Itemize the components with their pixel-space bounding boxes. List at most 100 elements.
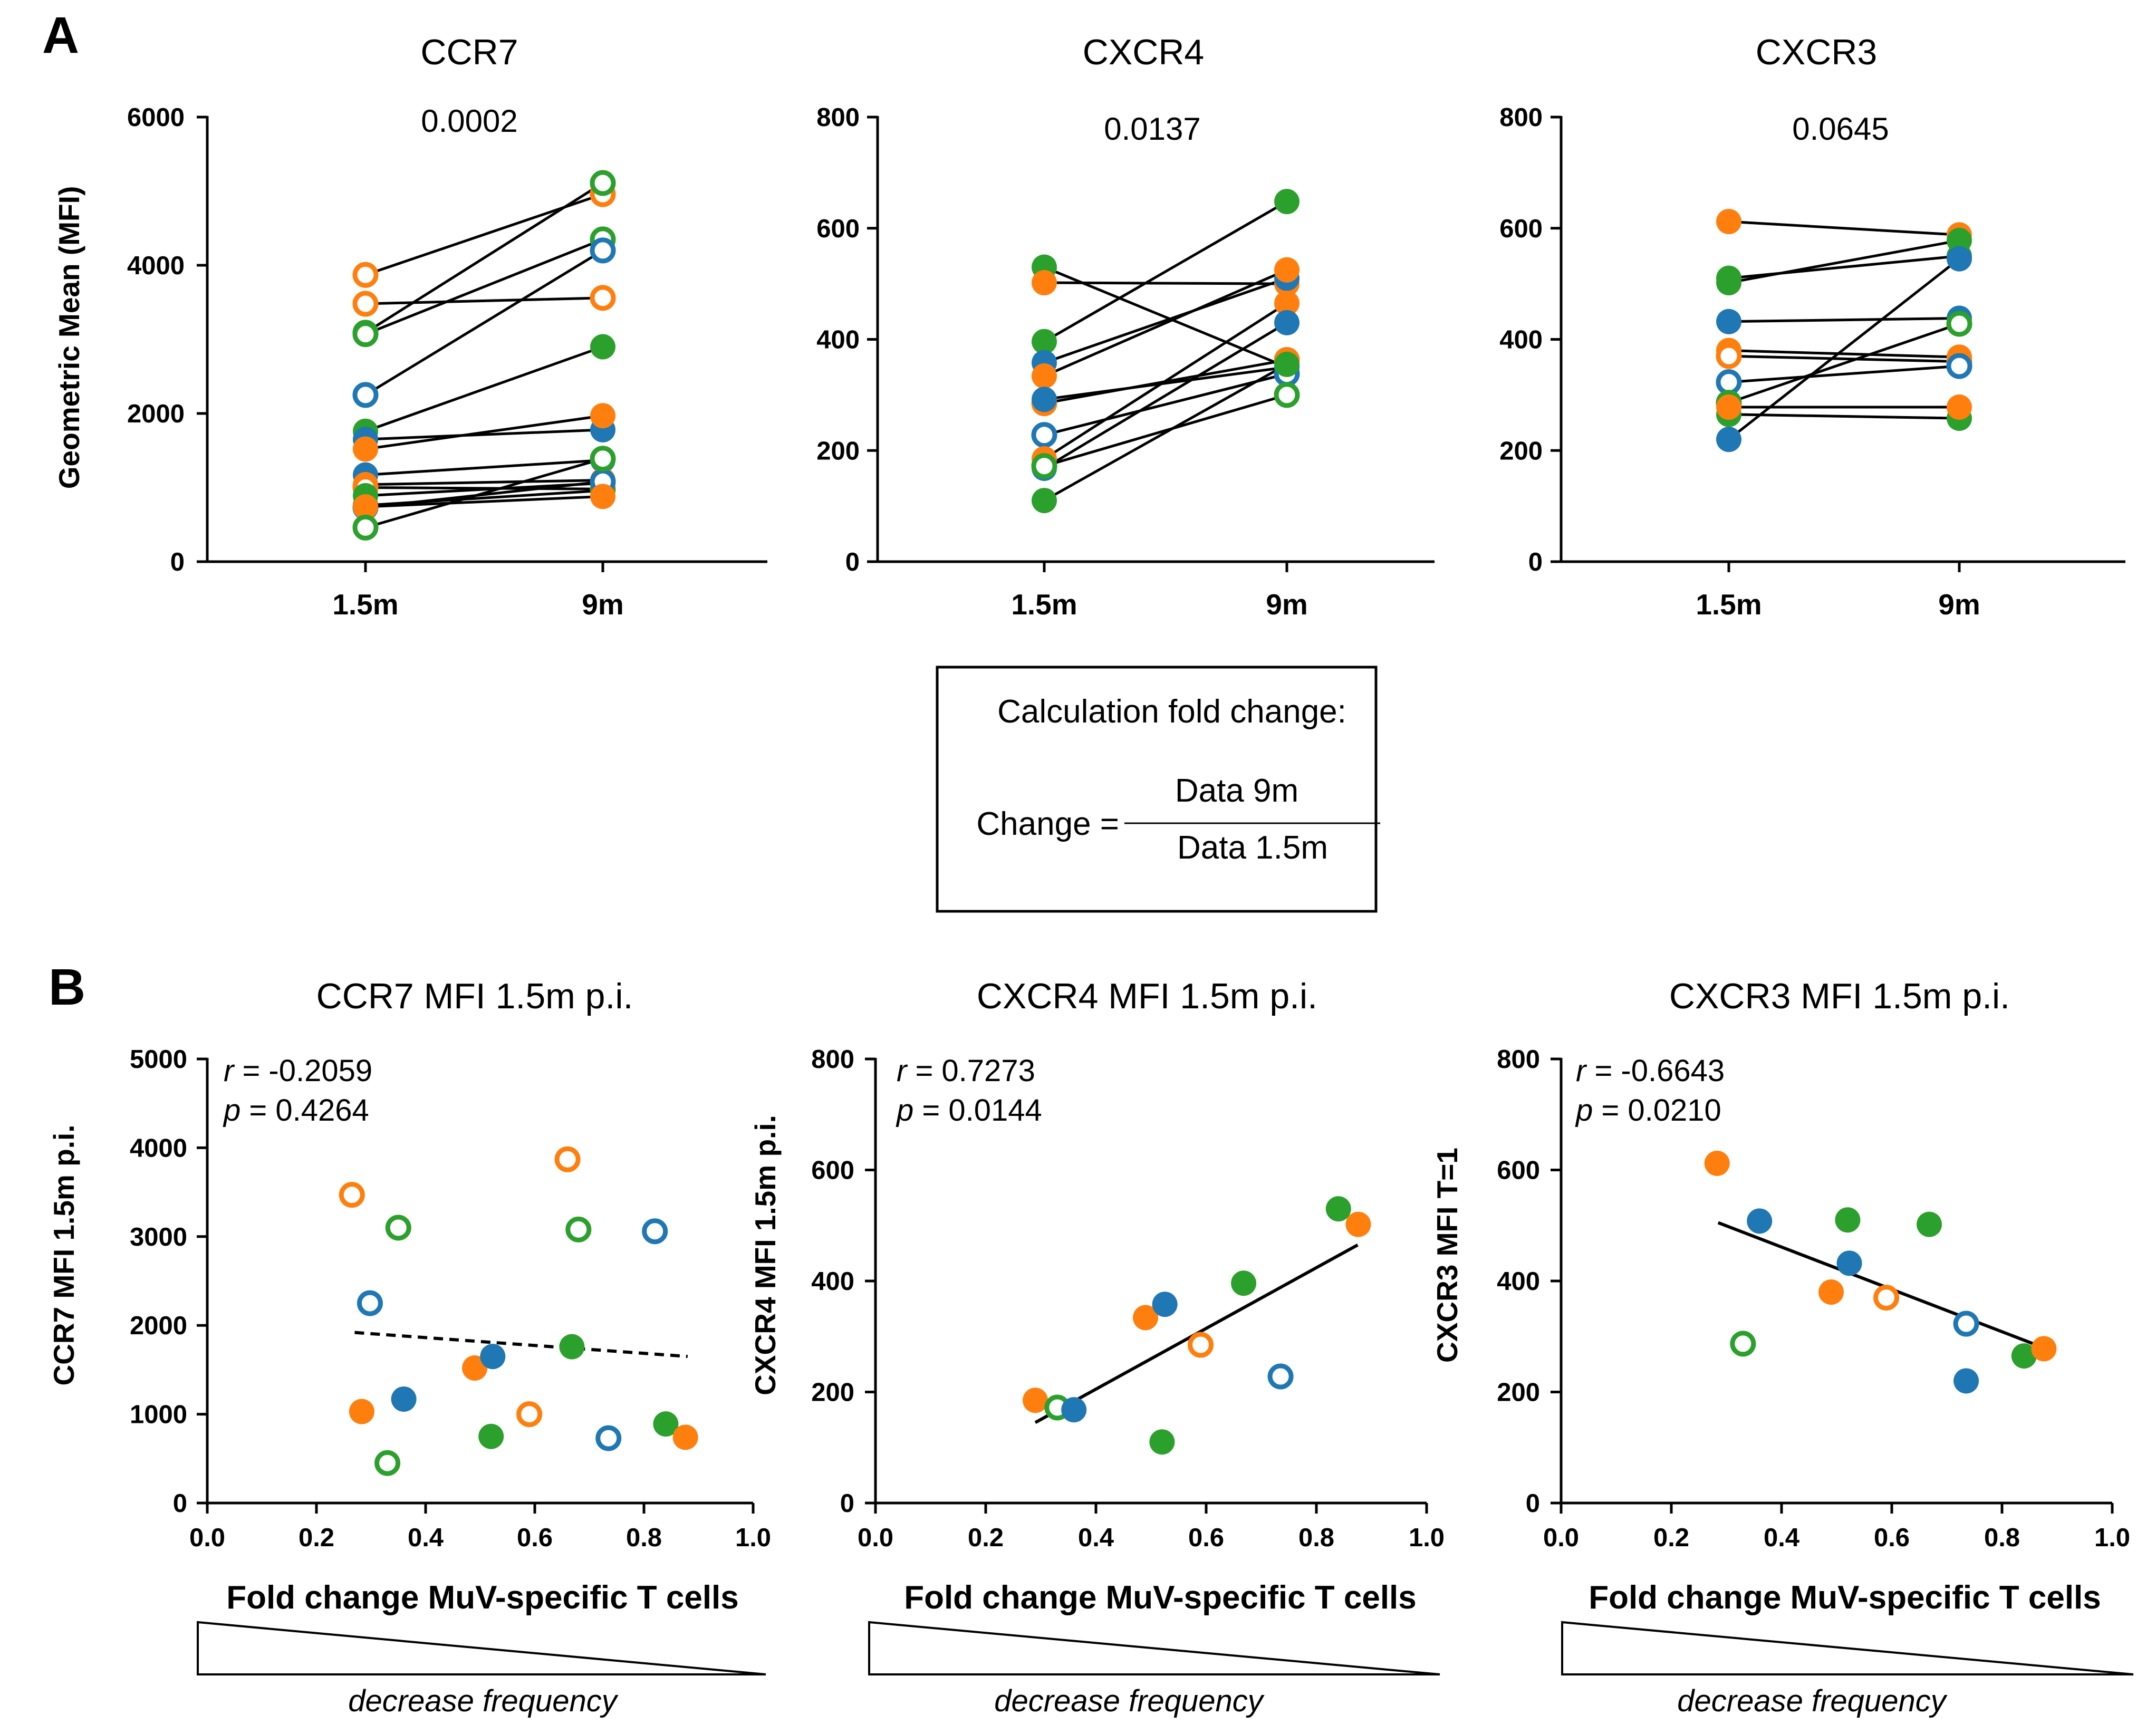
formula-denominator: Data 1.5m: [1177, 830, 1328, 866]
data-point-a6: [1032, 387, 1057, 412]
data-point-8: [1267, 1363, 1294, 1390]
x-tick-label-1.0: 1.0: [1409, 1524, 1445, 1552]
data-point-5: [1152, 1292, 1178, 1317]
data-point-a6: [1716, 369, 1742, 396]
pair-line-8: [1043, 302, 1288, 460]
data-point-b14: [590, 484, 615, 509]
pair-line-10: [1728, 257, 1960, 441]
x-tick-label-0.2: 0.2: [1653, 1524, 1689, 1552]
y-tick-label-0: 0: [173, 1489, 187, 1518]
axis-tick-labels: 0 1000 2000 3000 4000 5000 0.0 0.2 0.4 0.6 0.8 1.0: [130, 1045, 771, 1552]
data-point-a10: [1031, 453, 1057, 479]
data-point-1: [349, 1399, 374, 1424]
y-tick-label-200: 200: [1499, 437, 1543, 465]
data-point-a0: [352, 262, 379, 288]
axis-tick-labels: 0 200 400 600 800 0.0 0.2 0.4 0.6 0.8 1.0: [1497, 1045, 2130, 1552]
y-tick-label-1000: 1000: [130, 1401, 187, 1429]
data-point-b10: [1947, 246, 1972, 272]
y-axis-label: Geometric Mean (MFI): [53, 186, 85, 489]
pair-line-10: [1044, 393, 1287, 468]
data-point-a9: [1716, 394, 1741, 420]
paired-lines: [1043, 200, 1288, 502]
pair-line-6: [365, 428, 603, 441]
data-point-b9: [1947, 394, 1972, 420]
pair-line-4: [364, 249, 604, 397]
data-point-11: [559, 1334, 585, 1360]
data-point-2: [1061, 1397, 1087, 1423]
data-points: [1716, 209, 1972, 452]
chart-cxcr3-paired: CXCR3 0.0645 0 200 400 600 800 1.5m 9m: [1499, 32, 2125, 621]
pair-line-2: [1728, 239, 1960, 284]
data-points: [1704, 1150, 2057, 1394]
data-point-b4: [590, 237, 616, 264]
p-value-label: 0.0137: [1104, 111, 1201, 147]
data-points: [1031, 189, 1300, 514]
y-tick-label-400: 400: [1499, 326, 1543, 354]
data-point-0: [1023, 1388, 1048, 1413]
y-tick-label-0: 0: [170, 548, 185, 576]
x-tick-label-0.2: 0.2: [299, 1524, 334, 1552]
y-tick-label-6000: 6000: [127, 103, 185, 132]
p-statistic: p = 0.0210: [1575, 1093, 1721, 1128]
y-tick-label-200: 200: [816, 437, 860, 465]
pair-line-8: [1728, 413, 1960, 420]
paired-lines: [1728, 220, 1960, 441]
pair-line-2: [364, 181, 604, 334]
data-point-b2: [1947, 227, 1972, 253]
data-point-1: [1730, 1331, 1756, 1357]
data-point-14: [642, 1218, 668, 1245]
data-point-13: [595, 1425, 622, 1451]
pair-line-14: [365, 495, 603, 508]
decrease-frequency-label: decrease frequency: [994, 1684, 1264, 1718]
data-points: [352, 170, 616, 541]
decrease-wedge: [197, 1621, 766, 1675]
pair-line-5: [1728, 354, 1960, 363]
data-point-3: [1818, 1279, 1844, 1305]
data-point-2: [1747, 1208, 1773, 1234]
pair-line-9: [1043, 321, 1288, 470]
data-point-b4: [1274, 257, 1300, 283]
data-point-3: [1133, 1305, 1159, 1331]
pair-line-1: [365, 296, 603, 305]
data-points: [339, 1146, 698, 1476]
y-tick-labels: 0 200 400 600 800: [1499, 103, 1561, 576]
data-point-6: [1873, 1285, 1900, 1311]
y-tick-label-2000: 2000: [127, 400, 185, 428]
data-point-7: [1917, 1211, 1942, 1237]
y-tick-label-4000: 4000: [127, 252, 185, 280]
y-tick-label-0: 0: [845, 548, 860, 576]
y-tick-label-400: 400: [816, 326, 860, 354]
y-tick-label-0: 0: [840, 1489, 854, 1518]
x-tick-label-0.4: 0.4: [1764, 1524, 1799, 1552]
data-point-3: [374, 1450, 401, 1476]
y-tick-label-800: 800: [816, 103, 860, 132]
data-point-a3: [1716, 309, 1741, 334]
data-point-4: [385, 1215, 411, 1241]
data-point-9: [1953, 1368, 1979, 1394]
data-point-b10: [1274, 382, 1300, 408]
data-point-a14: [353, 494, 378, 520]
data-point-b2: [1274, 189, 1300, 215]
y-tick-label-2000: 2000: [130, 1312, 187, 1340]
pair-line-3: [365, 238, 603, 335]
y-tick-label-5000: 5000: [130, 1045, 187, 1074]
x-tick-label-0.6: 0.6: [1188, 1524, 1224, 1552]
x-tick-label-0.4: 0.4: [408, 1524, 444, 1552]
data-point-4: [1149, 1429, 1175, 1455]
data-point-8: [1953, 1311, 1979, 1337]
x-category-labels: 1.5m 9m: [1696, 562, 1980, 621]
data-point-a10: [1716, 427, 1741, 452]
x-category-label-1: 9m: [582, 588, 624, 621]
pair-line-2: [1043, 200, 1288, 343]
x-tick-label-1.0: 1.0: [2094, 1524, 2130, 1552]
y-tick-label-200: 200: [811, 1379, 854, 1407]
chart-cxcr4-paired: CXCR4 0.0137 0 200 400 600 800 1.5m 9m: [816, 32, 1435, 621]
x-tick-label-0.4: 0.4: [1078, 1524, 1114, 1552]
data-point-b2: [590, 170, 616, 196]
decrease-wedge: [1561, 1621, 2134, 1675]
data-point-a7: [1031, 422, 1057, 448]
y-tick-label-600: 600: [1499, 215, 1543, 243]
data-point-a4: [352, 382, 379, 408]
pair-line-9: [365, 478, 603, 486]
decrease-wedge: [868, 1621, 1440, 1675]
